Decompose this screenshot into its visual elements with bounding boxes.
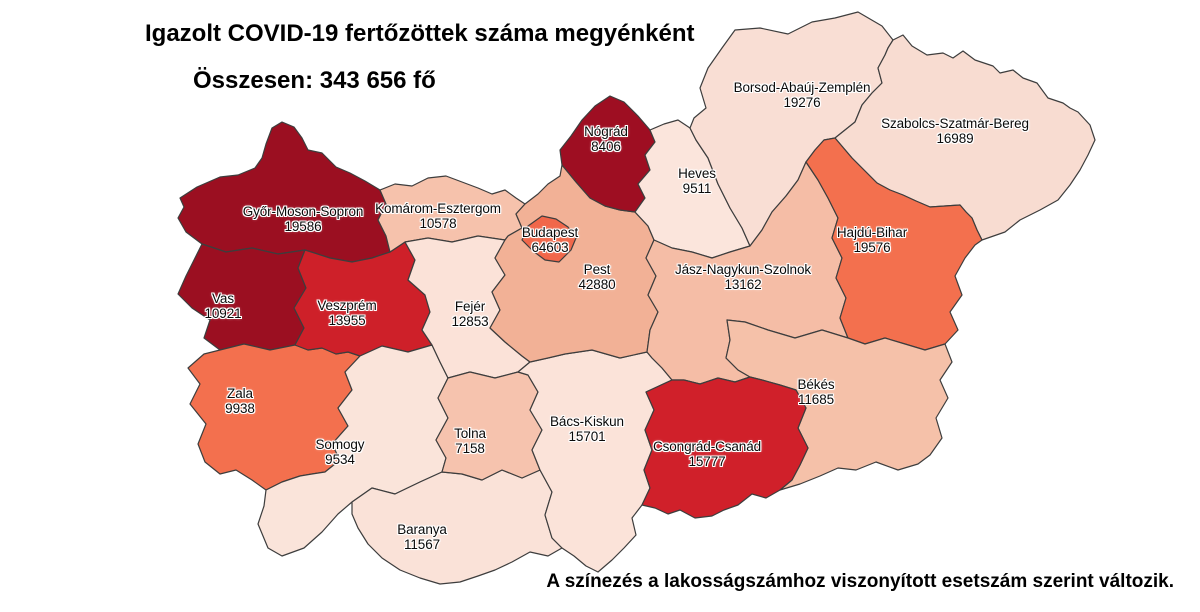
county-shape-bekes	[725, 319, 953, 491]
county-label-jasz-nagykun-szolnok: Jász-Nagykun-Szolnok 13162	[675, 262, 811, 292]
county-name: Heves	[678, 166, 716, 181]
county-name: Nógrád	[584, 124, 628, 139]
county-value: 15777	[688, 454, 726, 469]
county-label-fejer: Fejér 12853	[451, 299, 488, 329]
county-shape-gyor-moson-sopron	[177, 121, 391, 263]
county-label-bacs-kiskun: Bács-Kiskun 15701	[550, 414, 624, 444]
county-label-borsod-abauj-zemplen: Borsod-Abaúj-Zemplén 19276	[734, 80, 871, 110]
county-name: Baranya	[397, 522, 447, 537]
county-label-csongrad-csanad: Csongrád-Csanád 15777	[653, 439, 761, 469]
county-value: 19576	[853, 240, 891, 255]
color-scale-footnote: A színezés a lakosságszámhoz viszonyítot…	[546, 571, 1174, 592]
county-name: Békés	[797, 377, 835, 392]
county-value: 9511	[682, 181, 712, 196]
county-name: Komárom-Esztergom	[375, 201, 501, 216]
county-value: 9534	[325, 452, 355, 467]
county-name: Jász-Nagykun-Szolnok	[674, 262, 812, 277]
county-name: Bács-Kiskun	[550, 414, 624, 429]
county-label-gyor-moson-sopron: Győr-Moson-Sopron 19586	[243, 204, 364, 234]
county-value: 42880	[578, 277, 616, 292]
county-label-tolna: Tolna 7158	[454, 426, 486, 456]
map-title: Igazolt COVID-19 fertőzöttek száma megyé…	[145, 20, 695, 47]
county-name: Somogy	[315, 437, 365, 452]
county-value: 64603	[531, 240, 569, 255]
county-label-szabolcs-szatmar-bereg: Szabolcs-Szatmár-Bereg 16989	[881, 116, 1029, 146]
county-value: 15701	[568, 429, 606, 444]
county-label-somogy: Somogy 9534	[316, 437, 365, 467]
county-name: Borsod-Abaúj-Zemplén	[733, 80, 871, 95]
county-label-komarom-esztergom: Komárom-Esztergom 10578	[375, 201, 501, 231]
county-label-hajdu-bihar: Hajdú-Bihar 19576	[837, 225, 907, 255]
county-label-baranya: Baranya 11567	[397, 522, 447, 552]
total-count-label: Összesen: 343 656 fő	[193, 67, 436, 94]
county-name: Vas	[212, 291, 234, 306]
county-name: Győr-Moson-Sopron	[242, 204, 364, 219]
county-label-zala: Zala 9938	[225, 386, 255, 416]
county-value: 9938	[225, 401, 255, 416]
county-name: Csongrád-Csanád	[652, 439, 762, 454]
county-name: Szabolcs-Szatmár-Bereg	[881, 116, 1029, 131]
county-value: 10921	[204, 306, 242, 321]
county-value: 7158	[455, 441, 485, 456]
county-label-nograd: Nógrád 8406	[584, 124, 628, 154]
county-name: Tolna	[454, 426, 486, 441]
county-value: 13162	[724, 277, 762, 292]
county-shape-budapest	[521, 215, 577, 263]
county-label-bekes: Békés 11685	[797, 377, 834, 407]
county-value: 13955	[328, 313, 366, 328]
county-value: 19586	[284, 219, 322, 234]
county-shape-tolna	[435, 371, 543, 481]
county-label-heves: Heves 9511	[678, 166, 716, 196]
county-label-pest: Pest 42880	[578, 262, 615, 292]
county-name: Veszprém	[317, 298, 377, 313]
county-shape-csongrad-csanad	[641, 376, 809, 519]
county-shape-vas	[177, 243, 307, 351]
county-value: 10578	[419, 216, 457, 231]
county-name: Fejér	[454, 299, 486, 314]
county-value: 19276	[783, 95, 821, 110]
county-shape-hajdu-bihar	[805, 137, 983, 351]
county-value: 11685	[797, 392, 835, 407]
county-name: Hajdú-Bihar	[836, 225, 908, 240]
county-label-vas: Vas 10921	[204, 291, 241, 321]
county-value: 16989	[936, 131, 974, 146]
county-value: 12853	[451, 314, 489, 329]
county-name: Zala	[227, 386, 253, 401]
county-value: 11567	[403, 537, 441, 552]
county-label-budapest: Budapest 64603	[522, 225, 578, 255]
county-value: 8406	[591, 139, 621, 154]
county-name: Budapest	[521, 225, 579, 240]
county-name: Pest	[583, 262, 611, 277]
county-label-veszprem: Veszprém 13955	[317, 298, 376, 328]
